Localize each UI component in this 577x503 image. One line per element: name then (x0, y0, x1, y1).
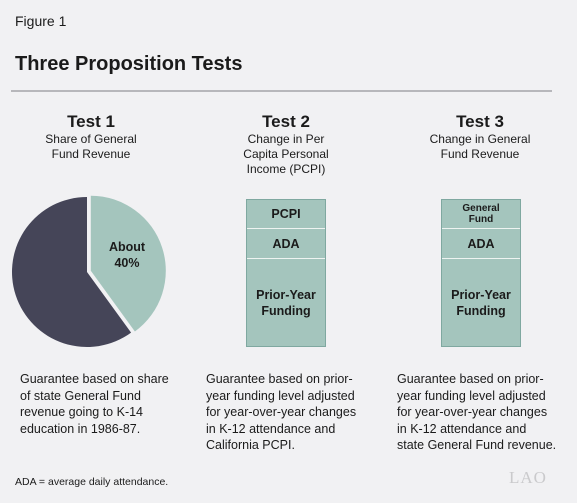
test-2-description-line: California PCPI. (206, 438, 295, 452)
pie-slice-share (90, 195, 166, 332)
test-2-heading: Test 2 (262, 112, 310, 131)
segment-prior-year-funding: Prior-Year Funding (442, 258, 520, 346)
test-2-subtitle-line: Change in Per (247, 132, 325, 146)
test-3-heading: Test 3 (456, 112, 504, 131)
test-3-subtitle: Change in General Fund Revenue (400, 132, 560, 162)
test-3-description-line: for year-over-year changes (397, 405, 548, 419)
segment-prior-year-funding: Prior-Year Funding (247, 258, 325, 346)
segment-ada: ADA (442, 228, 520, 258)
segment-general-fund: General Fund (462, 203, 500, 225)
test-3-description-line: state General Fund revenue. (397, 438, 557, 452)
pie-label-line2: 40% (114, 256, 139, 270)
test-1-pie-chart: About 40% (11, 195, 166, 347)
test-2-subtitle-line: Income (PCPI) (246, 162, 326, 176)
test-3-subtitle-line: Change in General (429, 132, 531, 146)
test-1-subtitle-line: Share of General (45, 132, 137, 146)
test-2-description-line: year funding level adjusted (206, 388, 355, 403)
test-3-description-line: in K-12 attendance and (397, 421, 527, 436)
segment-ada: ADA (247, 228, 325, 258)
test-1-description-line: education in 1986-87. (20, 421, 141, 436)
test-1-description-line: of state General Fund (20, 388, 141, 403)
test-1-heading: Test 1 (67, 112, 115, 131)
footnote: ADA = average daily attendance. (15, 476, 169, 488)
test-3-description-line: year funding level adjusted (397, 388, 546, 403)
test-3-description: Guarantee based on prior- year funding l… (397, 371, 572, 454)
test-1-subtitle: Share of General Fund Revenue (11, 132, 171, 162)
test-2-subtitle-line: Capita Personal (243, 147, 329, 161)
test-2-description: Guarantee based on prior- year funding l… (206, 371, 381, 454)
test-2-description-line: in K-12 attendance and (206, 421, 336, 436)
pie-label-line1: About (109, 240, 146, 254)
test-3-subtitle-line: Fund Revenue (440, 147, 520, 161)
test-1-description-line: Guarantee based on share (20, 372, 169, 386)
test-2-description-line: Guarantee based on prior- (206, 372, 353, 386)
test-3-description-line: Guarantee based on prior- (397, 372, 544, 386)
test-1-description: Guarantee based on share of state Genera… (20, 371, 195, 437)
test-2-stack: PCPI ADA Prior-Year Funding (246, 199, 326, 347)
title-divider (11, 90, 552, 92)
test-2-description-line: for year-over-year changes (206, 405, 357, 419)
segment-pcpi: PCPI (271, 207, 301, 221)
test-1-subtitle-line: Fund Revenue (51, 147, 131, 161)
figure-title: Three Proposition Tests (15, 53, 243, 75)
lao-logo: LAO (509, 468, 547, 487)
test-2-subtitle: Change in Per Capita Personal Income (PC… (206, 132, 366, 177)
test-1-description-line: revenue going to K-14 (20, 405, 144, 419)
pie-slice-rest (11, 197, 132, 347)
test-3-stack: General Fund ADA Prior-Year Funding (441, 199, 521, 347)
figure-label: Figure 1 (15, 13, 67, 29)
